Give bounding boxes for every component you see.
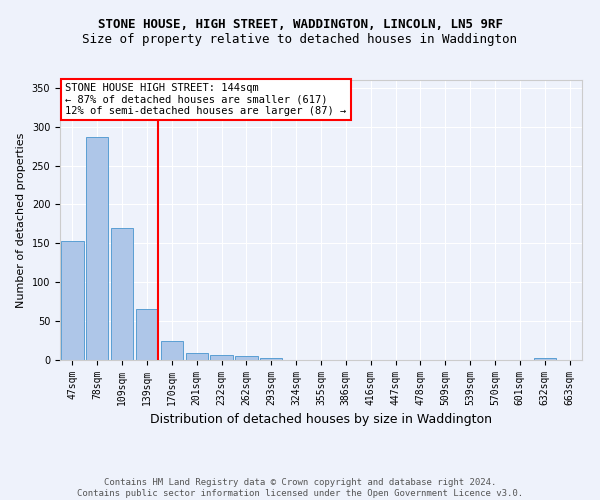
Text: STONE HOUSE HIGH STREET: 144sqm
← 87% of detached houses are smaller (617)
12% o: STONE HOUSE HIGH STREET: 144sqm ← 87% of…	[65, 83, 346, 116]
Text: Contains HM Land Registry data © Crown copyright and database right 2024.
Contai: Contains HM Land Registry data © Crown c…	[77, 478, 523, 498]
Text: Size of property relative to detached houses in Waddington: Size of property relative to detached ho…	[83, 32, 517, 46]
Bar	[235, 356, 257, 360]
Bar	[111, 228, 133, 360]
X-axis label: Distribution of detached houses by size in Waddington: Distribution of detached houses by size …	[150, 414, 492, 426]
Bar	[136, 310, 158, 360]
Bar	[161, 340, 183, 360]
Bar	[260, 358, 283, 360]
Text: STONE HOUSE, HIGH STREET, WADDINGTON, LINCOLN, LN5 9RF: STONE HOUSE, HIGH STREET, WADDINGTON, LI…	[97, 18, 503, 30]
Bar	[86, 137, 109, 360]
Bar	[61, 241, 83, 360]
Y-axis label: Number of detached properties: Number of detached properties	[16, 132, 26, 308]
Bar	[211, 354, 233, 360]
Bar	[533, 358, 556, 360]
Bar	[185, 353, 208, 360]
